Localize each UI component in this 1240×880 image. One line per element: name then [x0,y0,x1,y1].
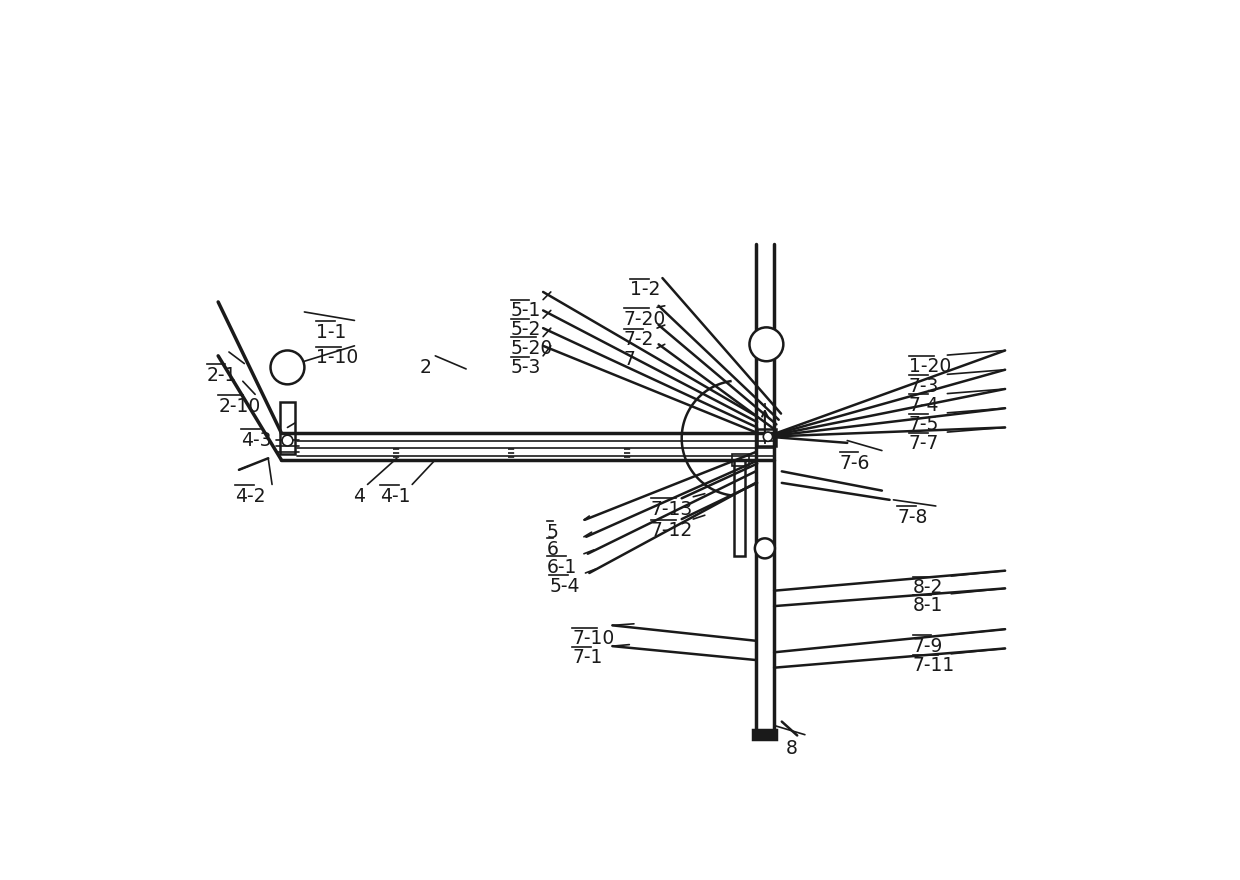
Circle shape [755,539,775,558]
Bar [758,429,776,446]
Text: 7-10: 7-10 [573,629,615,649]
Circle shape [749,327,784,362]
Text: 7-6: 7-6 [839,454,870,473]
Text: 5-2: 5-2 [511,320,541,340]
Text: 1-10: 1-10 [316,348,358,367]
Text: 4-3: 4-3 [242,430,272,450]
Text: 4-2: 4-2 [236,487,265,506]
Text: 7-8: 7-8 [898,508,928,526]
Text: 7-11: 7-11 [913,656,955,675]
Text: 5-1: 5-1 [511,301,541,320]
Text: 5: 5 [547,523,559,542]
Text: 2: 2 [420,358,432,378]
Circle shape [270,350,304,385]
Text: 7-20: 7-20 [624,310,666,328]
Text: 7-3: 7-3 [909,377,939,396]
Circle shape [281,435,293,446]
Text: 2-1: 2-1 [207,366,237,385]
Text: 7-12: 7-12 [651,521,693,540]
Text: 5-20: 5-20 [511,339,553,358]
Text: 7-7: 7-7 [909,435,939,453]
Bar [734,459,745,556]
Text: 1-1: 1-1 [316,323,346,341]
Bar [732,454,749,466]
Text: 7: 7 [624,350,636,370]
Text: 8-2: 8-2 [913,578,944,598]
Text: 7-4: 7-4 [909,396,940,414]
Text: 7-1: 7-1 [573,649,603,667]
Bar [280,402,295,454]
Text: 7-9: 7-9 [913,637,944,656]
Text: 5-3: 5-3 [511,358,541,378]
Text: 4: 4 [353,487,365,506]
Text: 2-10: 2-10 [218,397,260,415]
Text: 6: 6 [547,539,559,559]
Circle shape [764,432,773,441]
Text: 7-2: 7-2 [624,330,655,349]
Text: 4-1: 4-1 [379,487,410,506]
Text: 6-1: 6-1 [547,558,578,576]
Text: 7-5: 7-5 [909,415,939,434]
Text: 1-20: 1-20 [909,357,951,377]
Bar [754,730,776,739]
Text: 8: 8 [786,738,797,758]
Text: 8-1: 8-1 [913,596,944,615]
Text: 7-13: 7-13 [651,500,693,519]
Text: 1-2: 1-2 [630,281,661,299]
Text: 5-4: 5-4 [549,577,580,596]
